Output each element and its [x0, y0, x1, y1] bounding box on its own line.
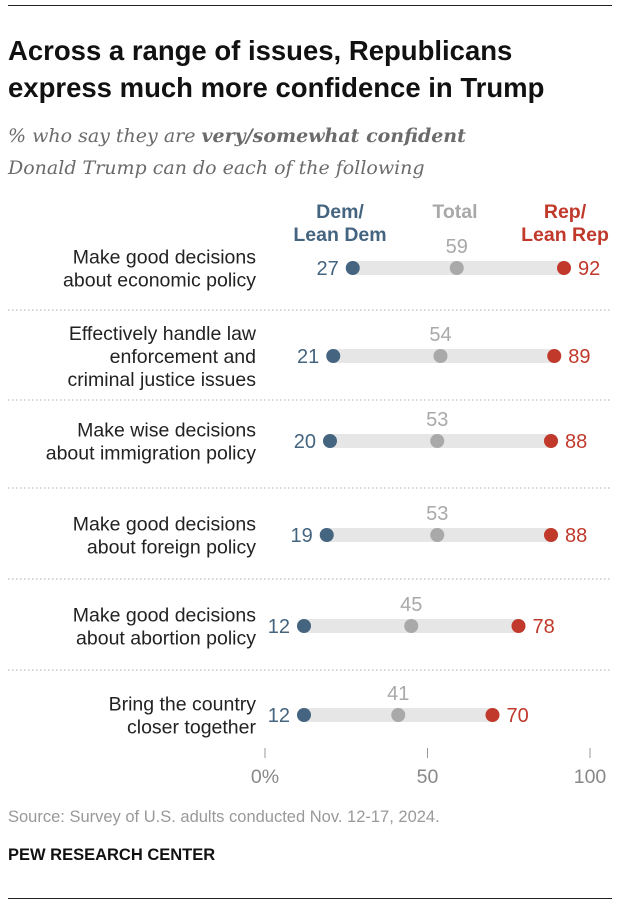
- x-tick-label-2: 50: [417, 766, 439, 788]
- rep-dot-3: [544, 434, 558, 448]
- total-dot-3: [430, 434, 445, 448]
- dem-value-5: 12: [268, 616, 290, 638]
- top-rule: [8, 5, 612, 6]
- total-value-1: 59: [446, 236, 468, 258]
- rep-value-1: 92: [578, 258, 600, 280]
- dot-plot-chart: Dem/Lean Dem Total Rep/Lean Rep Make good d…: [8, 201, 612, 788]
- rep-dot-2: [547, 349, 562, 363]
- rep-value-3: 88: [565, 431, 587, 453]
- x-tick-label-3: 100: [574, 766, 607, 788]
- subtitle-suffix: Donald Trump can do each of the followin…: [8, 157, 425, 179]
- subtitle-prefix: % who say they are: [8, 125, 202, 147]
- total-dot-2: [433, 349, 448, 363]
- dem-dot-2: [326, 349, 341, 363]
- category-label-6-line-2: closer together: [127, 717, 256, 739]
- total-dot-6: [391, 708, 406, 722]
- category-label-6-line-1: Bring the country: [109, 694, 257, 716]
- chart-title: Across a range of issues, Republicans ex…: [8, 35, 545, 103]
- rep-value-5: 78: [533, 616, 555, 638]
- category-label-3-line-2: about immigration policy: [46, 443, 257, 465]
- subtitle-emphasis: very/somewhat confident: [201, 125, 466, 147]
- total-dot-4: [430, 528, 445, 542]
- rep-dot-1: [557, 261, 571, 275]
- category-label-1-line-2: about economic policy: [63, 270, 256, 292]
- rep-value-4: 88: [565, 525, 587, 547]
- legend-dem-line-2: Lean Dem: [293, 224, 386, 246]
- organization-name: PEW RESEARCH CENTER: [8, 846, 216, 864]
- rep-value-6: 70: [507, 705, 529, 727]
- dem-dot-3: [323, 434, 337, 448]
- category-label-5-line-2: about abortion policy: [76, 628, 256, 650]
- total-value-4: 53: [426, 503, 448, 525]
- category-label-4-line-2: about foreign policy: [87, 537, 256, 559]
- category-label-2-line-3: criminal justice issues: [67, 369, 256, 391]
- dem-value-3: 20: [294, 431, 316, 453]
- x-tick-label-1: 0%: [251, 766, 279, 788]
- category-label-2-line-1: Effectively handle law: [69, 323, 257, 345]
- dem-value-4: 19: [291, 525, 313, 547]
- rep-dot-5: [511, 619, 526, 633]
- total-dot-5: [404, 619, 419, 633]
- dem-value-6: 12: [268, 705, 290, 727]
- total-value-2: 54: [429, 324, 451, 346]
- rep-dot-4: [544, 528, 558, 542]
- dem-dot-5: [297, 619, 311, 633]
- category-label-5-line-1: Make good decisions: [73, 605, 256, 627]
- category-label-3-line-1: Make wise decisions: [77, 420, 256, 442]
- legend-dem-line-1: Dem/: [316, 201, 364, 223]
- rep-value-2: 89: [568, 346, 590, 368]
- dem-dot-4: [319, 528, 334, 542]
- dem-dot-1: [345, 261, 360, 275]
- dem-value-1: 27: [317, 258, 339, 280]
- total-value-6: 41: [387, 683, 409, 705]
- legend-total: Total: [432, 201, 477, 223]
- dem-dot-6: [297, 708, 311, 722]
- total-value-5: 45: [400, 594, 422, 616]
- dem-value-2: 21: [297, 346, 319, 368]
- total-dot-1: [449, 261, 464, 275]
- bottom-rule: [8, 898, 612, 899]
- category-label-2-line-2: enforcement and: [110, 346, 256, 368]
- rep-dot-6: [485, 708, 500, 722]
- total-value-3: 53: [426, 409, 448, 431]
- source-note: Source: Survey of U.S. adults conducted …: [8, 808, 440, 826]
- legend-rep-line-2: Lean Rep: [521, 224, 609, 246]
- legend-rep-line-1: Rep/: [544, 201, 587, 223]
- category-label-4-line-1: Make good decisions: [73, 514, 256, 536]
- chart-subtitle: % who say they are very/somewhat confide…: [8, 120, 608, 184]
- category-label-1-line-1: Make good decisions: [73, 247, 256, 269]
